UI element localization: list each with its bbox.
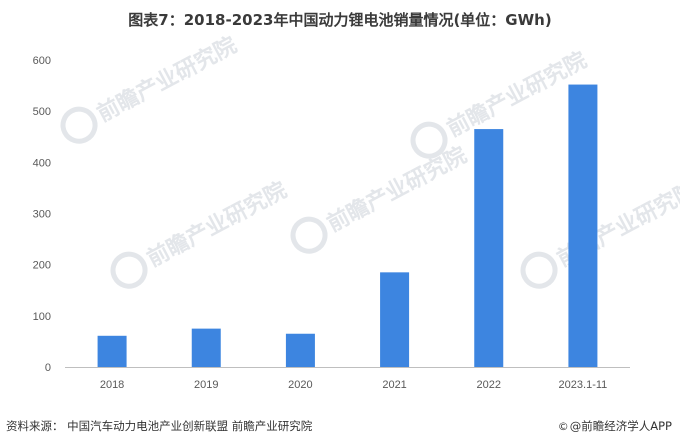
brand-credit: ©@前瞻经济学人APP bbox=[558, 418, 672, 434]
x-axis: 2018 2019 2020 2021 2022 2023.1-11 bbox=[100, 379, 607, 391]
y-tick-label: 0 bbox=[45, 362, 51, 374]
x-tick-label: 2023.1-11 bbox=[559, 379, 608, 391]
copyright-icon: © bbox=[557, 420, 569, 433]
bar-2021 bbox=[380, 272, 410, 367]
bar-2019 bbox=[191, 328, 221, 367]
bar-2020 bbox=[285, 333, 315, 367]
x-tick-label: 2021 bbox=[382, 379, 406, 391]
watermark-text-5: 前瞻产业研究院 bbox=[323, 142, 471, 237]
watermark-text-2: 前瞻产业研究院 bbox=[143, 177, 291, 272]
y-tick-label: 500 bbox=[33, 106, 51, 118]
bars-group bbox=[97, 84, 598, 367]
watermark-logo-5: 前瞻产业研究院 bbox=[290, 142, 471, 254]
bar-2023.1-11 bbox=[568, 84, 598, 367]
x-tick-label: 2019 bbox=[194, 379, 218, 391]
watermark-logo-4: 前瞻产业研究院 bbox=[60, 32, 241, 144]
watermark-logo-3: 前瞻产业研究院 bbox=[520, 177, 680, 289]
bar-2018 bbox=[97, 335, 127, 367]
y-tick-label: 400 bbox=[33, 157, 51, 169]
bar-2022 bbox=[474, 129, 504, 367]
y-axis: 0 100 200 300 400 500 600 bbox=[33, 55, 51, 374]
watermark-text-4: 前瞻产业研究院 bbox=[93, 32, 241, 127]
x-tick-label: 2022 bbox=[477, 379, 501, 391]
x-tick-label: 2020 bbox=[288, 379, 312, 391]
chart-title: 图表7：2018-2023年中国动力锂电池销量情况(单位：GWh) bbox=[128, 11, 552, 29]
brand-text: @前瞻经济学人APP bbox=[569, 419, 672, 433]
y-tick-label: 200 bbox=[33, 260, 51, 272]
x-tick-label: 2018 bbox=[100, 379, 124, 391]
y-tick-label: 600 bbox=[33, 55, 51, 67]
y-tick-label: 100 bbox=[33, 311, 51, 323]
watermark-logo-2: 前瞻产业研究院 bbox=[110, 177, 291, 289]
source-note: 资料来源： 中国汽车动力电池产业创新联盟 前瞻产业研究院 bbox=[6, 419, 313, 433]
y-tick-label: 300 bbox=[33, 209, 51, 221]
